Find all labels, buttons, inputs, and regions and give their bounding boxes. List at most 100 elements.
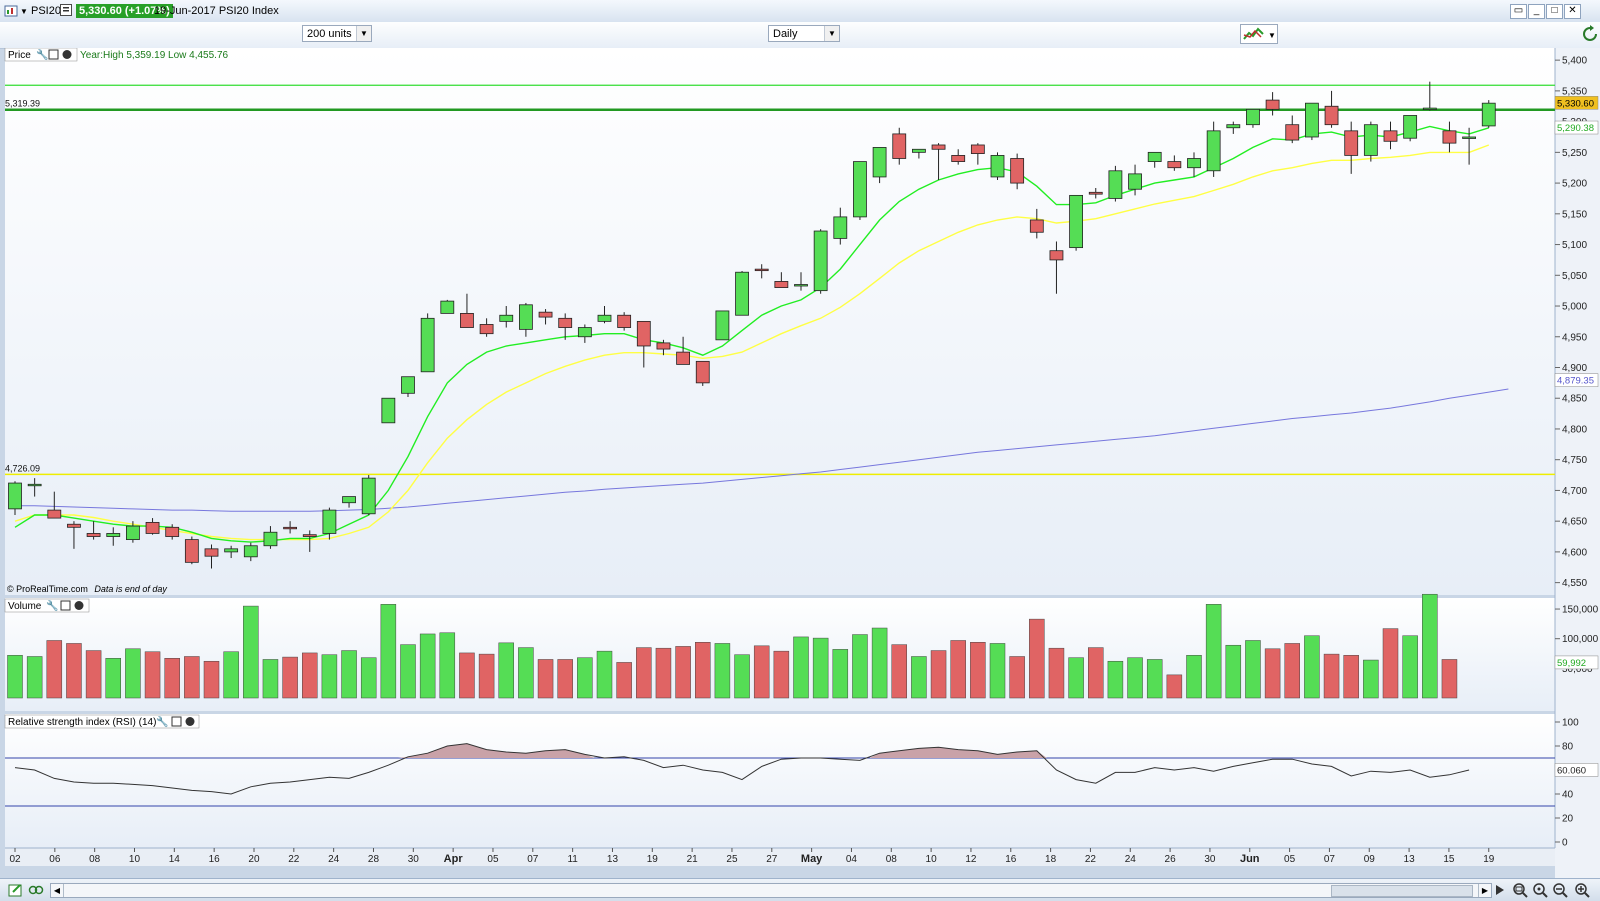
volume-bar[interactable]: [262, 659, 279, 699]
candle-down[interactable]: [1442, 121, 1457, 153]
volume-bar[interactable]: [675, 646, 691, 699]
candle-down[interactable]: [1383, 121, 1398, 150]
candle-up[interactable]: [106, 527, 121, 546]
volume-bar[interactable]: [989, 643, 1006, 699]
candle-down[interactable]: [1167, 155, 1182, 171]
volume-bar[interactable]: [380, 604, 397, 699]
volume-bar[interactable]: [911, 656, 927, 699]
volume-bar[interactable]: [891, 644, 907, 699]
volume-bar[interactable]: [1088, 647, 1104, 699]
candle-up[interactable]: [1363, 121, 1378, 162]
volume-bar[interactable]: [793, 636, 809, 699]
candle-up[interactable]: [1128, 164, 1142, 196]
volume-bar[interactable]: [1363, 659, 1379, 699]
close-panel-icon[interactable]: [185, 717, 195, 726]
candle-up[interactable]: [519, 302, 533, 337]
candle-up[interactable]: [872, 147, 887, 184]
candle-up[interactable]: [1108, 165, 1123, 202]
candle-up[interactable]: [243, 542, 258, 562]
volume-bar[interactable]: [1068, 657, 1084, 699]
candle-down[interactable]: [951, 149, 966, 165]
volume-bar[interactable]: [1422, 593, 1438, 699]
candle-up[interactable]: [1462, 127, 1476, 165]
volume-bar[interactable]: [812, 637, 829, 699]
candle-up[interactable]: [715, 310, 730, 341]
candle-up[interactable]: [912, 148, 926, 159]
volume-bar[interactable]: [1441, 659, 1458, 699]
volume-bar[interactable]: [832, 649, 849, 699]
volume-bar[interactable]: [1264, 648, 1281, 699]
refresh-icon[interactable]: [1582, 24, 1598, 44]
close-panel-icon[interactable]: [74, 601, 84, 610]
volume-bar[interactable]: [1029, 618, 1045, 699]
candle-up[interactable]: [1422, 81, 1437, 111]
candle-down[interactable]: [676, 336, 690, 365]
candle-up[interactable]: [1206, 121, 1221, 177]
candle-up[interactable]: [322, 507, 337, 540]
candle-up[interactable]: [735, 270, 749, 316]
candle-down[interactable]: [283, 521, 298, 534]
candle-down[interactable]: [184, 536, 199, 565]
candle-down[interactable]: [1265, 92, 1280, 116]
volume-bar[interactable]: [105, 658, 121, 699]
window-icon[interactable]: [60, 600, 71, 611]
candle-down[interactable]: [47, 491, 62, 519]
volume-bar[interactable]: [1382, 628, 1399, 699]
volume-bar[interactable]: [498, 642, 514, 699]
volume-bar[interactable]: [518, 647, 534, 699]
candle-down[interactable]: [1088, 188, 1103, 199]
candle-up[interactable]: [1069, 194, 1083, 251]
candle-up[interactable]: [597, 306, 612, 324]
units-select[interactable]: 200 units ▼: [302, 25, 372, 42]
volume-bar[interactable]: [1323, 653, 1340, 699]
candle-down[interactable]: [1049, 241, 1064, 294]
volume-bar[interactable]: [537, 659, 554, 699]
candle-up[interactable]: [499, 306, 514, 328]
volume-bar[interactable]: [1225, 644, 1242, 699]
candle-down[interactable]: [774, 272, 789, 288]
wrench-icon[interactable]: 🔧: [36, 48, 48, 61]
candle-up[interactable]: [1403, 115, 1418, 142]
minimize-icon[interactable]: ▭: [1510, 4, 1527, 19]
horizontal-scrollbar[interactable]: ◀ ▶: [50, 883, 1492, 898]
candle-up[interactable]: [1246, 108, 1260, 128]
candle-up[interactable]: [577, 324, 592, 343]
price-panel[interactable]: [5, 48, 1555, 595]
volume-bar[interactable]: [557, 659, 573, 699]
candle-up[interactable]: [420, 313, 435, 373]
candle-down[interactable]: [1029, 208, 1044, 239]
volume-bar[interactable]: [753, 645, 770, 699]
volume-bar[interactable]: [734, 654, 750, 699]
candle-down[interactable]: [145, 518, 160, 535]
volume-bar[interactable]: [1343, 655, 1359, 699]
candle-up[interactable]: [794, 272, 808, 291]
volume-bar[interactable]: [66, 643, 82, 699]
candle-down[interactable]: [302, 530, 317, 552]
volume-bar[interactable]: [1402, 635, 1418, 699]
candle-up[interactable]: [381, 397, 396, 424]
candle-up[interactable]: [1187, 152, 1201, 177]
volume-bar[interactable]: [7, 655, 23, 699]
candle-down[interactable]: [754, 264, 769, 279]
candle-down[interactable]: [67, 521, 81, 549]
volume-bar[interactable]: [852, 634, 868, 699]
scroll-right-icon[interactable]: ▶: [1478, 884, 1491, 897]
scroll-left-icon[interactable]: ◀: [51, 884, 64, 897]
volume-bar[interactable]: [871, 627, 888, 699]
candle-down[interactable]: [931, 143, 946, 181]
candle-down[interactable]: [86, 521, 101, 540]
candle-down[interactable]: [970, 143, 985, 165]
volume-bar[interactable]: [439, 632, 456, 699]
volume-bar[interactable]: [321, 654, 338, 699]
info-icon[interactable]: [60, 4, 72, 18]
volume-bar[interactable]: [930, 650, 947, 699]
zoom-mode-icon[interactable]: [1532, 882, 1548, 901]
close-panel-icon[interactable]: [62, 50, 72, 59]
volume-bar[interactable]: [1048, 647, 1065, 699]
volume-bar[interactable]: [478, 653, 495, 699]
link-icon[interactable]: [28, 882, 44, 901]
volume-bar[interactable]: [302, 652, 318, 699]
volume-bar[interactable]: [950, 640, 966, 699]
candle-up[interactable]: [853, 161, 867, 220]
volume-bar[interactable]: [695, 642, 711, 699]
